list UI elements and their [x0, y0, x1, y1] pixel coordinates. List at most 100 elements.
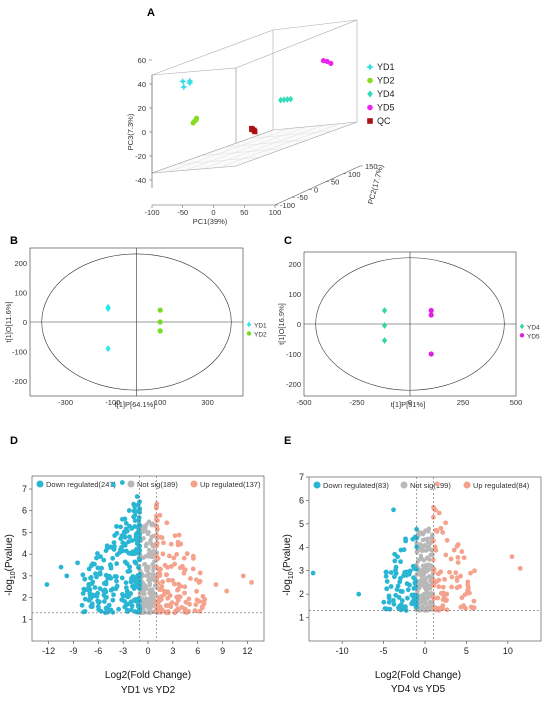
- volcano-point-down: [386, 599, 392, 605]
- score-c-y-label: t[1]O[16.9%]: [277, 303, 286, 345]
- volcano-point-up: [170, 578, 175, 583]
- score-y-tick-label: 200: [288, 260, 301, 269]
- volcano-point-not-sig: [418, 607, 424, 613]
- score-legend-label: YD5: [527, 333, 540, 340]
- volcano-point-not-sig: [425, 540, 431, 545]
- score-b-y-label: t[1]O[11.6%]: [4, 301, 13, 342]
- pca3d-point-yd4: [281, 96, 287, 104]
- volcano-point-not-sig: [427, 600, 432, 605]
- volcano-point-up: [190, 553, 196, 559]
- volcano-point-not-sig: [144, 529, 150, 535]
- score-point-yd5: [428, 307, 434, 314]
- pca3d-point-yd2: [193, 115, 200, 121]
- volcano-point-down: [410, 563, 416, 569]
- volcano-point-up: [157, 604, 163, 610]
- score-point-yd2: [157, 307, 163, 313]
- volcano-point-up: [443, 520, 449, 526]
- volcano-point-down: [114, 561, 120, 567]
- volcano-point-down: [116, 606, 121, 612]
- volcano-x-tick-label: 9: [220, 646, 225, 656]
- pca3d-floor-grid-line: [185, 126, 307, 171]
- volcano-point-down: [119, 516, 125, 522]
- volcano-point-outlier: [517, 565, 523, 571]
- score-x-tick-label: -100: [105, 398, 120, 407]
- volcano-point-up: [164, 520, 170, 526]
- volcano-point-up: [443, 598, 449, 604]
- volcano-point-down: [393, 592, 399, 598]
- score-b-x-label: t[1]P[64.1%]: [115, 400, 156, 409]
- volcano-point-down: [128, 591, 134, 596]
- volcano-point-up: [430, 538, 436, 544]
- volcano-y-tick-label: 7: [299, 472, 304, 482]
- volcano-point-down: [126, 508, 132, 513]
- volcano-point-not-sig: [152, 559, 157, 564]
- pca3d-x-tick-label: 0: [211, 208, 215, 217]
- volcano-e-subtitle: YD4 vs YD5: [391, 684, 446, 695]
- volcano-point-down: [404, 581, 410, 587]
- volcano-point-up: [432, 544, 438, 550]
- panel-b-score-plot: -300 -100 100 300 -200 -100 0 100 200 t[1]P[64.1…: [4, 247, 267, 409]
- panel-label-c: C: [284, 235, 292, 247]
- volcano-point-down: [97, 570, 103, 576]
- pca3d-point-yd4: [288, 95, 294, 103]
- volcano-point-down: [136, 522, 142, 528]
- volcano-point-up: [444, 537, 450, 543]
- volcano-point-up: [472, 568, 477, 574]
- panel-e-volcano: Down regulated(83) Not sig(199) Up regulat…: [282, 472, 542, 695]
- volcano-point-down: [382, 606, 388, 611]
- volcano-point-up: [468, 604, 474, 610]
- volcano-y-tick-label: 1: [299, 613, 304, 623]
- volcano-point-up: [449, 574, 455, 580]
- volcano-point-up: [435, 595, 441, 601]
- volcano-point-down: [118, 536, 124, 541]
- volcano-point-down: [86, 581, 92, 587]
- volcano-point-up: [192, 608, 198, 614]
- volcano-point-not-sig: [144, 585, 149, 591]
- volcano-point-up: [154, 575, 160, 581]
- volcano-point-not-sig: [141, 555, 146, 560]
- volcano-point-up: [180, 563, 185, 569]
- volcano-point-down: [132, 559, 138, 565]
- pca3d-y-tick-label: 100: [348, 170, 361, 179]
- volcano-point-down: [103, 589, 109, 595]
- pca3d-point-yd1: [180, 83, 188, 91]
- volcano-point-not-sig: [150, 534, 155, 539]
- volcano-legend-label: Up regulated(137): [200, 480, 261, 489]
- volcano-point-down: [123, 580, 129, 586]
- volcano-point-down: [129, 576, 134, 581]
- volcano-point-down: [387, 606, 393, 612]
- pca3d-x-axis-label: PC1(39%): [193, 217, 228, 226]
- score-point-yd4: [381, 337, 388, 344]
- pca3d-legend-label: YD2: [377, 76, 395, 86]
- volcano-point-down: [111, 592, 116, 598]
- pca3d-x-tick-label: -50: [177, 208, 188, 217]
- volcano-point-down: [137, 532, 142, 538]
- pca3d-x-tick-label: 100: [269, 208, 282, 217]
- volcano-point-up: [455, 560, 461, 565]
- volcano-point-down: [398, 575, 403, 581]
- volcano-y-tick-label: 3: [299, 566, 304, 576]
- volcano-point-down: [403, 536, 408, 542]
- volcano-point-not-sig: [144, 522, 149, 527]
- volcano-x-tick-label: 3: [170, 646, 175, 656]
- volcano-point-not-sig: [418, 530, 424, 535]
- volcano-point-up: [193, 602, 199, 608]
- volcano-point-down: [130, 583, 135, 589]
- pca3d-x-tick-label: -100: [144, 208, 159, 217]
- volcano-point-down: [411, 585, 417, 591]
- volcano-point-down: [399, 589, 405, 594]
- score-legend-marker: [519, 333, 525, 338]
- volcano-point-up: [182, 584, 188, 590]
- volcano-point-down: [80, 590, 86, 596]
- volcano-legend-label: Up regulated(84): [473, 481, 530, 490]
- volcano-point-not-sig: [415, 589, 420, 594]
- score-x-tick-label: 100: [154, 398, 167, 407]
- volcano-legend-marker: [190, 480, 198, 488]
- volcano-point-down: [82, 576, 88, 582]
- volcano-point-not-sig: [142, 561, 148, 567]
- volcano-point-up: [459, 595, 465, 601]
- pca3d-point-yd5: [320, 58, 327, 64]
- volcano-point-up: [172, 561, 178, 567]
- volcano-point-up: [190, 566, 196, 572]
- volcano-point-not-sig: [418, 568, 424, 573]
